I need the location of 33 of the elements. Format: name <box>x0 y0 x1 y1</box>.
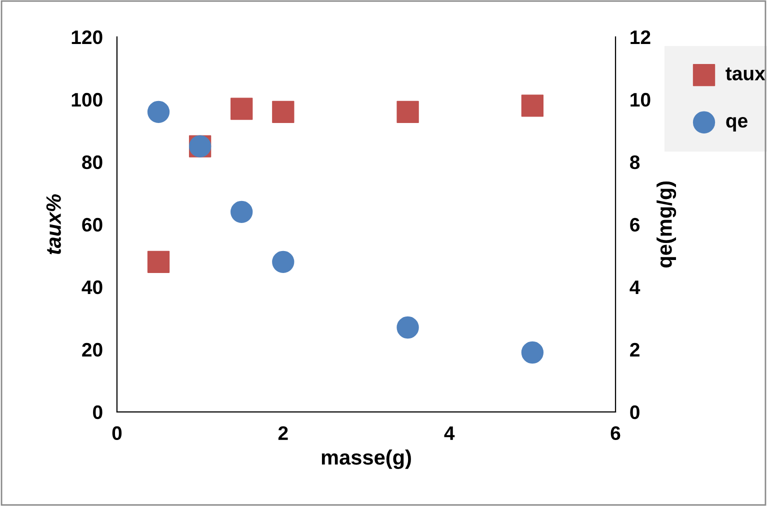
point <box>396 316 419 339</box>
point <box>521 341 544 364</box>
y2-tick-label: 2 <box>630 342 640 356</box>
y2-tick-label: 0 <box>630 405 640 420</box>
point <box>272 100 294 124</box>
point <box>147 250 170 273</box>
y-tick-label: 40 <box>82 280 102 294</box>
y-tick-label: 120 <box>72 30 102 44</box>
y2-tick-label: 10 <box>630 92 650 107</box>
y-tick-label: 20 <box>82 342 102 357</box>
x-axis-title: masse(g) <box>322 449 411 469</box>
point <box>521 94 544 117</box>
y-tick-label: 60 <box>82 218 102 232</box>
point <box>147 100 170 124</box>
x-tick-label: 0 <box>112 426 122 440</box>
y-tick-label: 0 <box>93 405 102 420</box>
x-tick-label: 6 <box>610 426 620 440</box>
y2-tick-label: 8 <box>630 155 640 170</box>
legend-label: qe <box>726 117 748 132</box>
y2-tick-label: 6 <box>630 218 640 232</box>
y-tick-label: 100 <box>72 92 102 107</box>
y2-axis-title: qe(mg/g) <box>656 181 676 268</box>
y-tick-label: 80 <box>82 155 102 170</box>
y2-tick-label: 12 <box>630 30 650 44</box>
y2-tick-label: 4 <box>630 280 640 294</box>
point <box>230 98 253 120</box>
legend-label: taux <box>726 68 766 80</box>
point <box>396 100 419 124</box>
x-tick-label: 4 <box>444 426 455 440</box>
y-axis-title: taux% <box>46 194 61 254</box>
point <box>230 200 253 223</box>
x-tick-label: 2 <box>278 426 288 440</box>
point <box>272 250 294 273</box>
